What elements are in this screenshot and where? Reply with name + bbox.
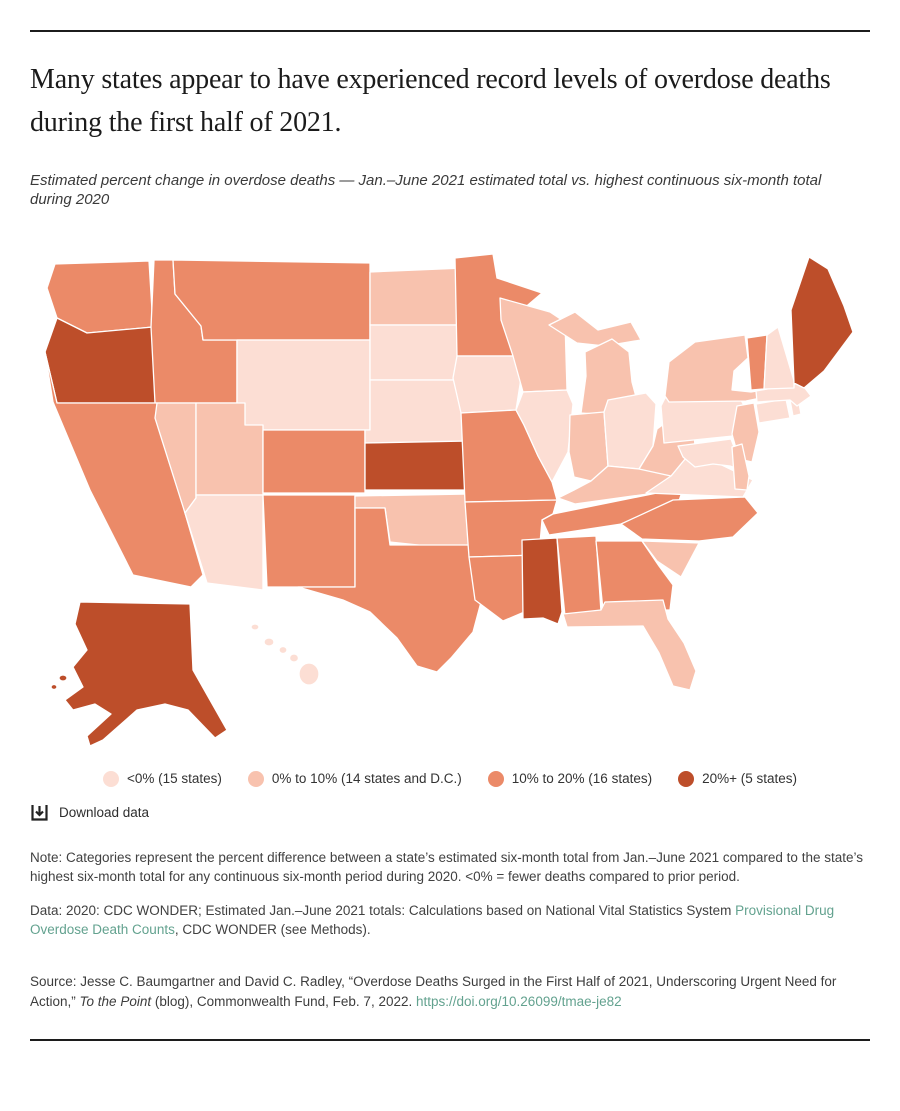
state-IL[interactable] — [515, 389, 574, 483]
source-text-middle: (blog), Commonwealth Fund, Feb. 7, 2022. — [151, 993, 416, 1009]
doi-link[interactable]: https://doi.org/10.26099/tmae-je82 — [415, 993, 622, 1009]
state-CT[interactable] — [755, 398, 791, 424]
note-text: Note: Categories represent the percent d… — [30, 849, 863, 885]
state-WY[interactable] — [236, 339, 371, 431]
state-ME[interactable] — [790, 256, 854, 389]
state-MD[interactable] — [677, 438, 742, 471]
data-text-suffix: , CDC WONDER (see Methods). — [174, 922, 371, 938]
chart-subtitle: Estimated percent change in overdose dea… — [30, 171, 822, 209]
state-NH[interactable] — [763, 326, 795, 390]
state-IA[interactable] — [452, 355, 523, 414]
page-title: Many states appear to have experienced r… — [30, 64, 831, 139]
state-HI-island[interactable] — [250, 623, 260, 631]
state-NM[interactable] — [262, 494, 356, 588]
state-AK-island[interactable] — [50, 683, 58, 690]
state-NY[interactable] — [664, 334, 777, 403]
state-AK-island[interactable] — [58, 674, 68, 682]
top-rule — [30, 30, 870, 32]
source-text: Source: Jesse C. Baumgartner and David C… — [30, 972, 870, 1011]
state-ND[interactable] — [369, 267, 470, 326]
map-legend: <0% (15 states) 0% to 10% (14 states and… — [30, 770, 870, 787]
legend-label: 20%+ (5 states) — [702, 771, 797, 787]
state-MT[interactable] — [172, 259, 371, 341]
source-blog-name: To the Point — [79, 993, 152, 1009]
bottom-rule — [30, 1039, 870, 1042]
legend-item-0-to-10: 0% to 10% (14 states and D.C.) — [247, 770, 462, 787]
state-FL[interactable] — [562, 599, 697, 691]
provisional-counts-link[interactable]: Provisional Drug Overdose Death Counts — [30, 902, 835, 938]
state-DE[interactable] — [731, 443, 750, 491]
state-CO[interactable] — [262, 429, 366, 494]
download-icon — [30, 803, 49, 822]
state-NC[interactable] — [620, 496, 759, 542]
legend-label: 0% to 10% (14 states and D.C.) — [271, 771, 462, 787]
legend-item-20-plus: 20%+ (5 states) — [678, 770, 797, 787]
state-KS[interactable] — [364, 440, 474, 491]
us-choropleth-map — [44, 250, 870, 755]
download-label: Download data — [59, 804, 150, 820]
state-SC[interactable] — [641, 540, 700, 578]
state-HI-island[interactable] — [298, 662, 320, 686]
state-HI-island[interactable] — [288, 653, 300, 663]
source-text-prefix: Source: Jesse C. Baumgartner and David C… — [30, 974, 837, 1009]
state-HI-island[interactable] — [278, 645, 288, 654]
legend-swatch-10-to-20 — [487, 770, 504, 787]
data-text: Data: 2020: CDC WONDER; Estimated Jan.–J… — [30, 901, 870, 940]
legend-swatch-20-plus — [678, 770, 695, 787]
legend-swatch-under-0 — [102, 770, 119, 787]
state-AK[interactable] — [64, 601, 228, 747]
state-CA[interactable] — [44, 351, 204, 588]
state-MS[interactable] — [521, 537, 563, 625]
legend-swatch-0-to-10 — [247, 770, 264, 787]
legend-label: 10% to 20% (16 states) — [511, 771, 653, 787]
legend-label: <0% (15 states) — [126, 771, 222, 787]
legend-item-under-0: <0% (15 states) — [102, 770, 222, 787]
state-AL[interactable] — [556, 535, 602, 617]
legend-item-10-to-20: 10% to 20% (16 states) — [487, 770, 653, 787]
page-container: Many states appear to have experienced r… — [30, 0, 870, 1042]
download-data-button[interactable]: Download data — [30, 803, 870, 822]
data-text-prefix: Data: 2020: CDC WONDER; Estimated Jan.–J… — [30, 902, 736, 918]
state-MI-upper-peninsula[interactable] — [548, 311, 642, 347]
state-TX[interactable] — [297, 507, 499, 673]
state-HI-island[interactable] — [263, 637, 275, 647]
